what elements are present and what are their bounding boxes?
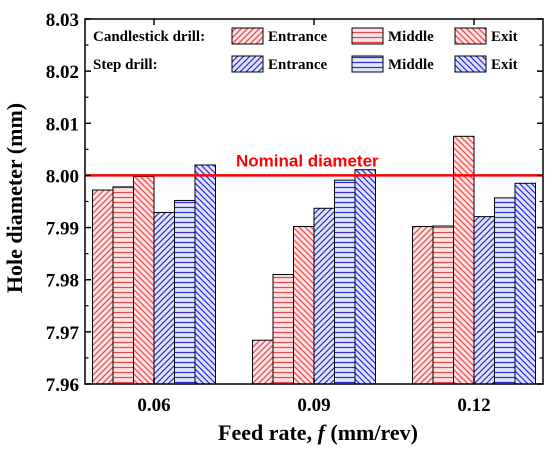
bar-0.09-candlestick-entrance (252, 339, 274, 385)
y-tick-label: 7.98 (46, 271, 79, 292)
bar-0.06-step-entrance (153, 211, 175, 385)
legend-swatch-step-entrance (231, 55, 264, 73)
legend-group-label-step: Step drill: (93, 57, 158, 73)
x-axis-label: Feed rate, f (mm/rev) (218, 420, 418, 445)
legend-swatch-candlestick-entrance (231, 27, 264, 45)
y-tick-label: 7.99 (46, 219, 79, 240)
bar-0.06-step-exit (194, 164, 216, 385)
bars (92, 135, 536, 385)
legend-label-step-entrance: Entrance (268, 57, 328, 73)
nominal-diameter-label: Nominal diameter (236, 151, 379, 170)
bar-0.06-candlestick-entrance (92, 189, 114, 385)
x-tick-label: 0.12 (457, 395, 490, 416)
legend-label-step-middle: Middle (388, 57, 434, 73)
bar-0.06-candlestick-exit (133, 175, 155, 385)
x-tick-label: 0.09 (297, 395, 330, 416)
bar-0.09-candlestick-exit (293, 226, 315, 385)
y-tick-label: 8.01 (46, 114, 79, 135)
bar-0.09-step-middle (334, 179, 356, 385)
y-axis-label: Hole diameter (mm) (2, 103, 27, 293)
legend-label-candlestick-exit: Exit (491, 29, 518, 45)
legend-swatch-candlestick-exit (454, 27, 487, 45)
y-tick-label: 8.00 (46, 166, 79, 187)
bar-0.06-candlestick-middle (112, 186, 134, 385)
y-tick-label: 8.02 (46, 62, 79, 83)
legend-label-step-exit: Exit (491, 57, 518, 73)
bar-0.06-step-middle (174, 199, 196, 385)
bar-0.12-candlestick-exit (453, 135, 475, 385)
y-tick-label: 7.97 (46, 323, 80, 344)
x-tick-label: 0.06 (137, 395, 170, 416)
legend: Candlestick drill: Step drill: Entrance Mid… (93, 27, 518, 73)
y-tick-label: 8.03 (46, 10, 79, 31)
axes: 7.96 7.97 7.98 7.99 8.00 8.01 8.02 8.03 0.06 0.09… (46, 10, 544, 416)
legend-swatch-candlestick-middle (351, 27, 384, 45)
legend-label-candlestick-entrance: Entrance (268, 29, 328, 45)
legend-swatch-step-middle (351, 55, 384, 73)
bar-0.09-step-exit (354, 169, 376, 385)
bar-0.12-step-entrance (473, 216, 495, 385)
bar-0.12-step-exit (514, 182, 536, 385)
legend-label-candlestick-middle: Middle (388, 29, 434, 45)
bar-0.09-candlestick-middle (272, 274, 294, 385)
reference-line-group: Nominal diameter (85, 151, 543, 177)
bar-0.12-candlestick-middle (432, 225, 454, 385)
bar-0.12-candlestick-entrance (412, 226, 434, 385)
y-tick-label: 7.96 (46, 375, 79, 396)
bar-0.12-step-middle (494, 197, 516, 385)
legend-swatch-step-exit (454, 55, 487, 73)
legend-group-label-candlestick: Candlestick drill: (93, 29, 205, 45)
bar-0.09-step-entrance (313, 207, 335, 385)
